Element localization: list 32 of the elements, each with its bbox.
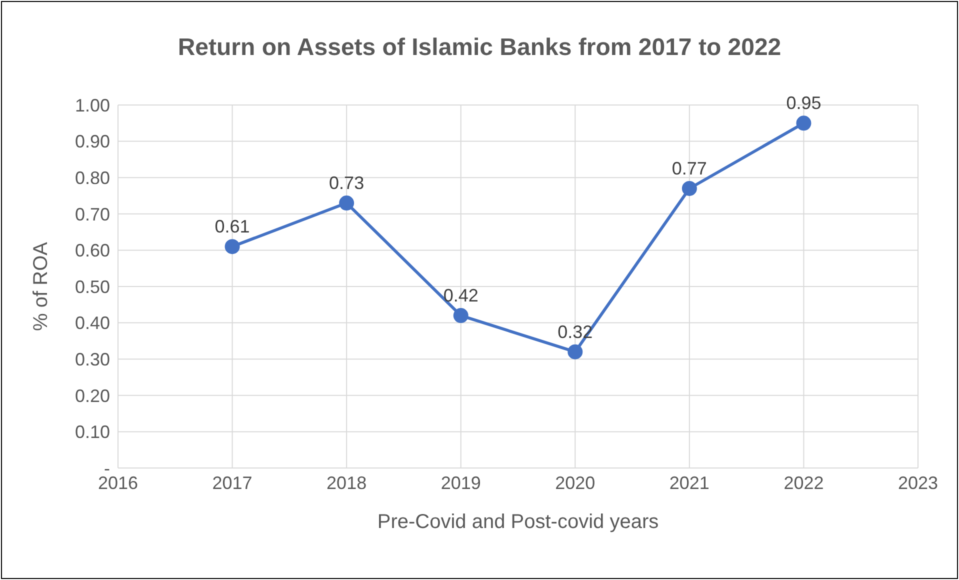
y-tick-label: 0.60 xyxy=(74,240,110,261)
y-tick-label: 0.50 xyxy=(74,276,110,297)
point xyxy=(339,196,354,211)
x-tick-label: 2022 xyxy=(784,472,824,493)
y-tick-label: 0.80 xyxy=(74,168,110,188)
data-label: 0.42 xyxy=(443,286,478,306)
point xyxy=(224,239,240,254)
x-tick-label: 2023 xyxy=(898,472,938,493)
x-tick-label: 2020 xyxy=(555,472,596,493)
x-axis-title: Pre-Covid and Post-covid years xyxy=(377,511,659,533)
x-tick-label: 2018 xyxy=(326,472,367,493)
y-tick-label: 0.40 xyxy=(74,313,110,334)
y-axis-title: % of ROA xyxy=(30,241,52,331)
x-tick-label: 2017 xyxy=(212,472,252,493)
x-tick-label: 2016 xyxy=(98,472,138,493)
y-tick-label: 0.90 xyxy=(74,132,110,152)
point xyxy=(682,180,697,196)
y-tick-label: 0.30 xyxy=(74,349,110,370)
data-label: 0.61 xyxy=(214,216,250,237)
data-label: 0.95 xyxy=(786,93,822,114)
data-label: 0.73 xyxy=(329,173,364,194)
x-tick-label: 2021 xyxy=(669,472,710,493)
point xyxy=(796,116,812,131)
point xyxy=(453,308,468,324)
y-tick-label: 1.00 xyxy=(74,95,110,116)
point xyxy=(568,344,583,360)
chart-title: Return on Assets of Islamic Banks from 2017 to 2022 xyxy=(176,34,782,62)
y-tick-label: 0.20 xyxy=(74,386,110,406)
y-tick-label: 0.70 xyxy=(74,204,110,224)
x-tick-label: 2019 xyxy=(440,472,481,493)
y-tick-label: 0.10 xyxy=(74,422,110,442)
data-label: 0.77 xyxy=(672,158,707,178)
